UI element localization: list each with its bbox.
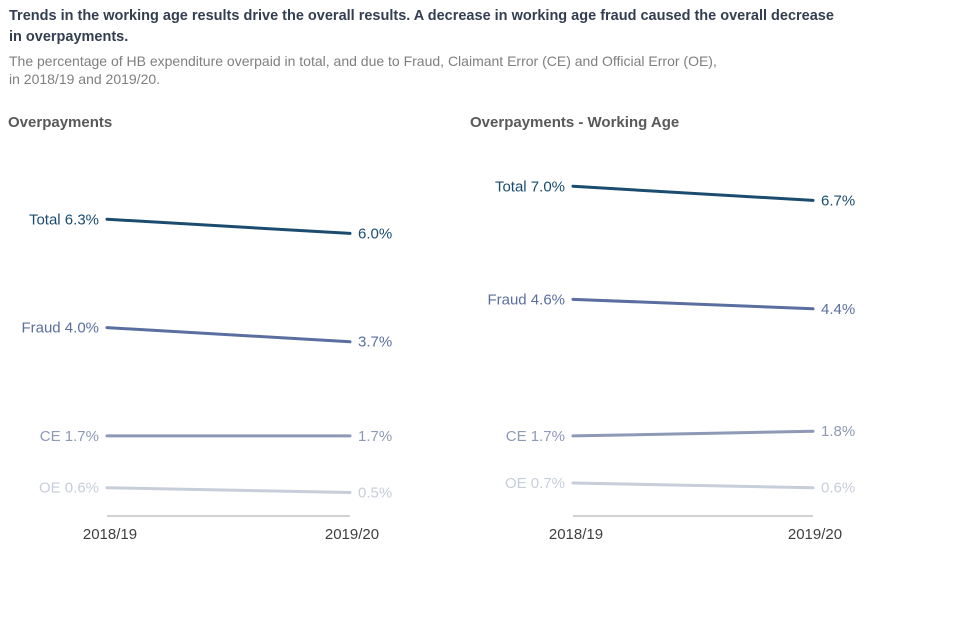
series-end-label-total: 6.0% bbox=[358, 225, 392, 242]
series-start-label-ce: CE 1.7% bbox=[40, 428, 99, 445]
series-line-total bbox=[105, 217, 352, 235]
series-start-label-total: Total 7.0% bbox=[495, 178, 565, 195]
page-subtitle: The percentage of HB expenditure overpai… bbox=[9, 52, 717, 88]
series-start-label-total: Total 6.3% bbox=[29, 211, 99, 228]
series-end-label-ce: 1.8% bbox=[821, 423, 855, 440]
x-tick-label: 2018/19 bbox=[549, 526, 603, 543]
series-line-oe bbox=[571, 481, 815, 490]
series-start-label-oe: OE 0.7% bbox=[505, 475, 565, 492]
series-line-fraud bbox=[105, 326, 352, 344]
page-title-line-2: in overpayments. bbox=[9, 29, 129, 45]
series-start-label-oe: OE 0.6% bbox=[39, 480, 99, 497]
series-end-label-ce: 1.7% bbox=[358, 428, 392, 445]
x-tick-label: 2019/20 bbox=[788, 526, 842, 543]
series-end-label-fraud: 4.4% bbox=[821, 301, 855, 318]
series-line-fraud bbox=[571, 297, 815, 311]
x-tick-label: 2018/19 bbox=[83, 526, 137, 543]
series-end-label-fraud: 3.7% bbox=[358, 334, 392, 351]
page-subtitle-line-1: The percentage of HB expenditure overpai… bbox=[9, 53, 717, 69]
page-subtitle-line-2: in 2018/19 and 2019/20. bbox=[9, 71, 161, 87]
series-line-ce bbox=[571, 429, 815, 438]
series-start-label-fraud: Fraud 4.6% bbox=[487, 291, 565, 308]
series-end-label-oe: 0.6% bbox=[821, 480, 855, 497]
series-end-label-oe: 0.5% bbox=[358, 484, 392, 501]
page-title-line-1: Trends in the working age results drive … bbox=[9, 8, 834, 24]
series-start-label-ce: CE 1.7% bbox=[506, 428, 565, 445]
chart-title-overpayments-working-age: Overpayments - Working Age bbox=[470, 114, 680, 131]
page-title: Trends in the working age results drive … bbox=[9, 6, 834, 48]
series-line-oe bbox=[105, 486, 352, 494]
series-start-label-fraud: Fraud 4.0% bbox=[21, 320, 99, 337]
x-tick-label: 2019/20 bbox=[325, 526, 379, 543]
chart-title-overpayments: Overpayments bbox=[8, 114, 113, 131]
series-end-label-total: 6.7% bbox=[821, 192, 855, 209]
series-line-total bbox=[571, 184, 815, 202]
